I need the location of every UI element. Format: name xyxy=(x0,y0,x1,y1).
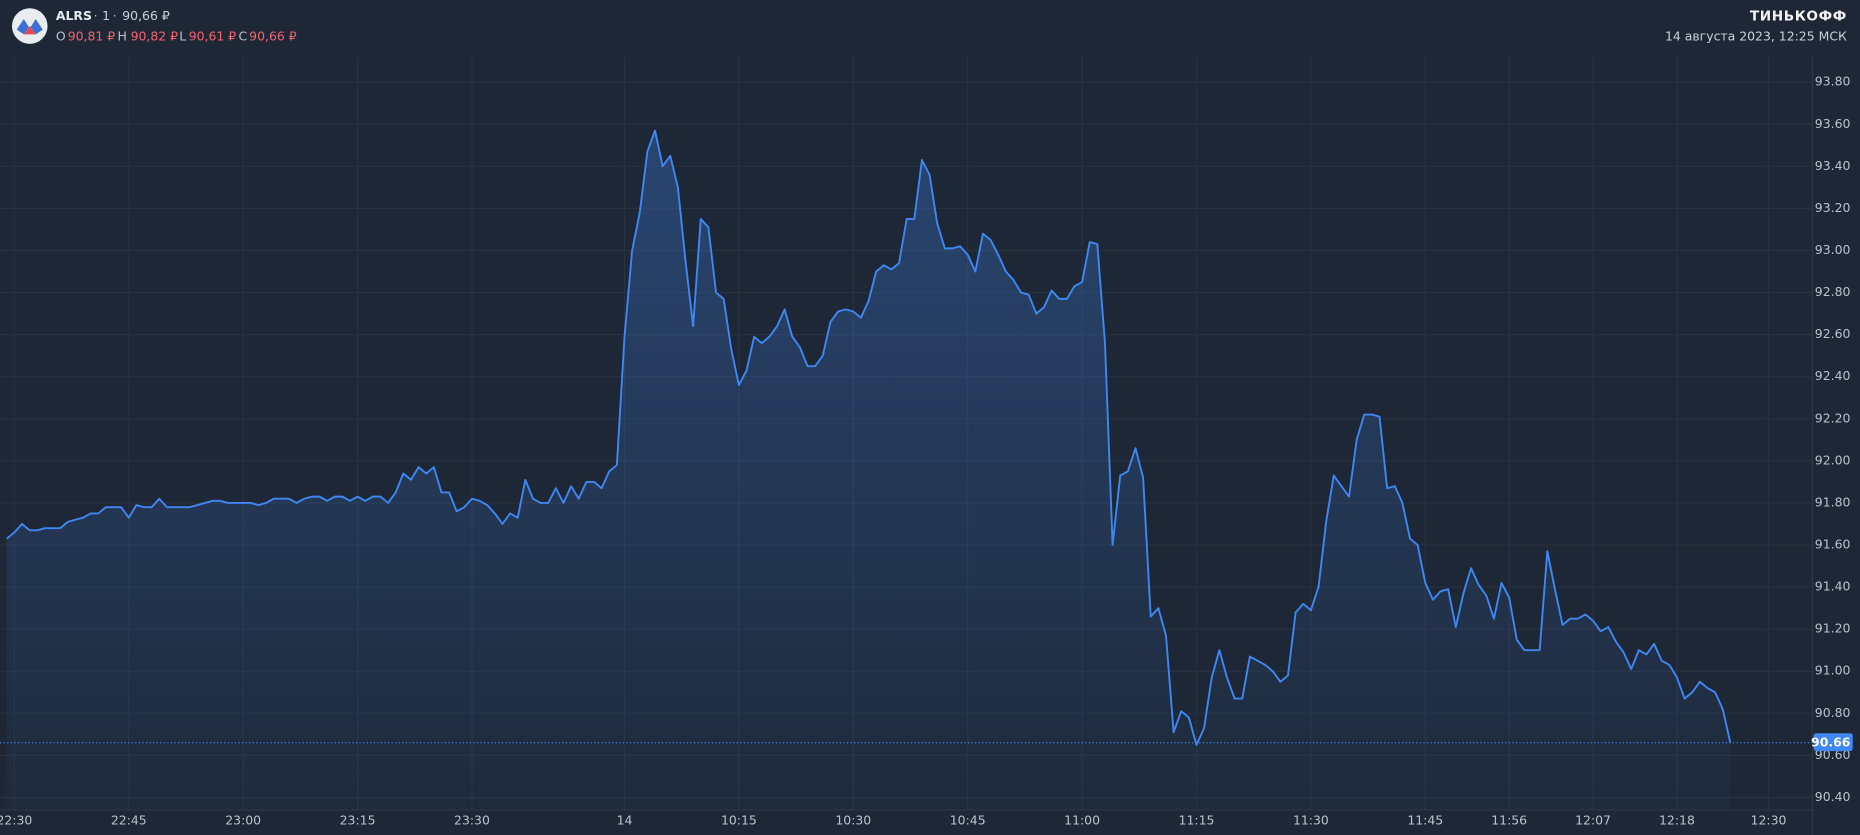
x-tick-label: 11:00 xyxy=(1064,812,1100,827)
y-tick-label: 92.60 xyxy=(1815,326,1851,341)
brand: ТИНЬКОФФ xyxy=(1750,9,1847,25)
logo-mark-red xyxy=(23,26,36,35)
y-tick-label: 90.80 xyxy=(1815,705,1851,720)
x-tick-label: 10:45 xyxy=(950,812,986,827)
ohlc-label: C xyxy=(239,28,248,43)
y-tick-label: 91.80 xyxy=(1815,494,1851,509)
x-tick-label: 10:30 xyxy=(835,812,871,827)
y-tick-label: 93.80 xyxy=(1815,74,1851,89)
separator: · xyxy=(113,9,117,23)
interval: 1 xyxy=(102,8,110,23)
y-tick-label: 90.40 xyxy=(1815,789,1851,804)
x-tick-label: 11:30 xyxy=(1293,812,1329,827)
logo xyxy=(11,8,48,44)
y-tick-label: 93.00 xyxy=(1815,242,1851,257)
x-tick-label: 11:56 xyxy=(1491,812,1527,827)
header: ALRS · 1 · 90,66 ₽ O 90,81 ₽ H 90,82 ₽ L… xyxy=(11,8,1847,44)
area xyxy=(6,130,1731,811)
plot xyxy=(0,129,1813,811)
x-tick-label: 23:30 xyxy=(454,812,490,827)
x-tick-label: 14 xyxy=(617,812,633,827)
price: 90,66 ₽ xyxy=(122,8,170,23)
y-tick-label: 92.80 xyxy=(1815,284,1851,299)
y-tick-label: 91.60 xyxy=(1815,537,1851,552)
y-tick-label: 91.20 xyxy=(1815,621,1851,636)
separator: · xyxy=(94,9,98,23)
x-tick-label: 22:45 xyxy=(111,812,147,827)
ohlc-label: L xyxy=(179,28,186,43)
x-tick-label: 12:18 xyxy=(1659,812,1695,827)
y-tick-label: 92.40 xyxy=(1815,368,1851,383)
y-tick-label: 93.60 xyxy=(1815,116,1851,131)
line xyxy=(6,129,1732,746)
y-tick-label: 92.00 xyxy=(1815,452,1851,467)
axes: 90.4090.6090.8091.0091.2091.4091.6091.80… xyxy=(0,74,1853,827)
last-price-label: 90.66 xyxy=(1811,734,1850,749)
y-tick-label: 92.20 xyxy=(1815,410,1851,425)
y-tick-label: 93.20 xyxy=(1815,200,1851,215)
x-tick-label: 22:30 xyxy=(0,812,32,827)
ohlc-value: 90,82 ₽ xyxy=(131,28,179,43)
y-tick-label: 91.00 xyxy=(1815,663,1851,678)
x-tick-label: 23:15 xyxy=(340,812,376,827)
ohlc-value: 90,81 ₽ xyxy=(68,28,116,43)
x-tick-label: 23:00 xyxy=(225,812,261,827)
ohlc-label: O xyxy=(56,28,66,43)
x-tick-label: 12:30 xyxy=(1751,812,1787,827)
y-tick-label: 91.40 xyxy=(1815,579,1851,594)
ohlc-value: 90,61 ₽ xyxy=(189,28,237,43)
ticker: ALRS xyxy=(56,8,92,23)
y-tick-label: 93.40 xyxy=(1815,158,1851,173)
x-tick-label: 11:45 xyxy=(1407,812,1443,827)
x-tick-label: 12:07 xyxy=(1575,812,1611,827)
last-price-box xyxy=(1813,733,1853,752)
ohlc-label: H xyxy=(118,28,127,43)
datetime: 14 августа 2023, 12:25 МСК xyxy=(1665,28,1847,43)
ohlc-value: 90,66 ₽ xyxy=(249,28,297,43)
x-tick-label: 10:15 xyxy=(721,812,757,827)
x-tick-label: 11:15 xyxy=(1179,812,1215,827)
